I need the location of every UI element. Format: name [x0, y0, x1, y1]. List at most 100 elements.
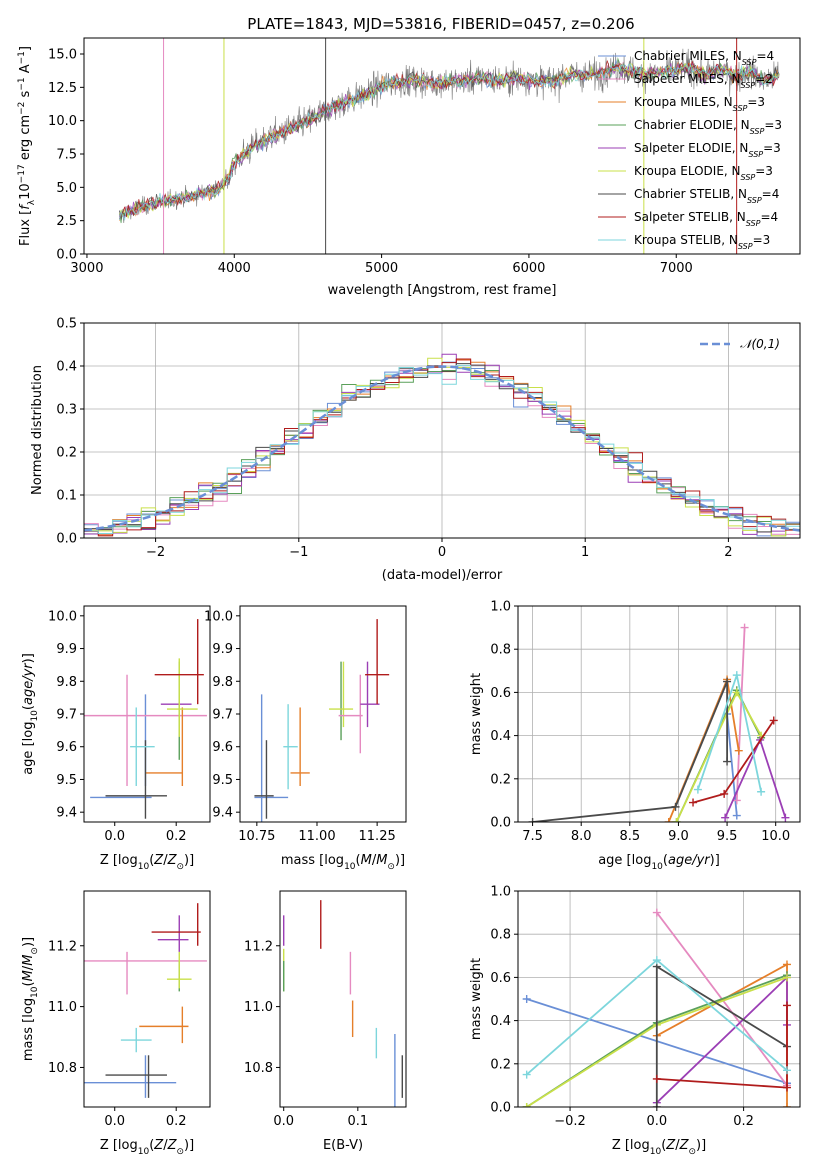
plot-content	[522, 908, 791, 1107]
legend-entry: Salpeter MILES, NSSP=2	[634, 72, 773, 90]
legend-sub: SSP	[748, 150, 763, 159]
label-part: (	[149, 853, 154, 868]
x-tick-label: 9.5	[717, 829, 738, 844]
legend-entry: Salpeter ELODIE, NSSP=3	[634, 141, 781, 159]
legend-entry: Kroupa MILES, NSSP=3	[634, 95, 765, 113]
label-part: )]	[184, 1138, 194, 1153]
x-tick-label: 4000	[218, 261, 251, 276]
label-part: Z	[167, 1138, 178, 1153]
x-tick-label: 0.0	[646, 1114, 667, 1129]
axes-frame	[83, 605, 211, 823]
label-part: M	[21, 955, 36, 966]
x-tick-label: −1	[289, 545, 308, 560]
x-axis-label: mass [log10(M/M⊙)]	[281, 853, 405, 872]
y-tick-label: 12.5	[48, 81, 77, 96]
label-part: 10	[650, 1147, 662, 1157]
weight-point-marker	[732, 671, 741, 680]
label-part: 10	[138, 1147, 150, 1157]
label-part: mass weight	[469, 958, 484, 1040]
legend-text: =3	[763, 141, 781, 155]
label-part: ⊙	[30, 947, 40, 955]
weight-point-marker	[782, 1083, 791, 1092]
y-tick-label: 0.2	[490, 772, 511, 787]
y-tick-label: 9.5	[56, 773, 77, 788]
legend-text: =3	[764, 118, 782, 132]
y-tick-label: 0.0	[490, 1101, 511, 1116]
label-part: ⊙	[176, 1147, 184, 1157]
legend-text: Kroupa MILES, N	[634, 95, 733, 109]
label-part: Z	[665, 1138, 676, 1153]
x-tick-label: 7000	[660, 261, 693, 276]
weight-point-marker	[672, 818, 681, 822]
x-tick-label: 0.1	[347, 1114, 368, 1129]
weight-point-marker	[689, 798, 698, 807]
x-tick-label: 0.2	[733, 1114, 754, 1129]
y-tick-label: 0.0	[490, 816, 511, 831]
y-tick-label: 11.2	[48, 939, 77, 954]
y-tick-label: 0.4	[490, 1014, 511, 1029]
label-part: Z [log	[100, 1138, 138, 1153]
axes-mass_vs_Z: 0.0 0.2 10.8 11.0 11.2	[48, 890, 211, 1129]
plot-content	[84, 619, 207, 819]
x-axis-label: (data-model)/error	[382, 568, 503, 583]
legend-sub: SSP	[746, 219, 761, 228]
legend-sub: SSP	[742, 58, 757, 67]
y-tick-label: 0.4	[56, 360, 77, 375]
legend-entry: Chabrier STELIB, NSSP=4	[634, 187, 779, 205]
legend-text: Kroupa ELODIE, N	[634, 164, 741, 178]
axes-weight_vs_Z: −0.2 0.0 0.2 0.0 0.2 0.4 0.6 0.8 1.0	[490, 885, 801, 1129]
axes-age_vs_Z: 0.0 0.2 9.4 9.5 9.6 9.7 9.8 9.9 10.0	[48, 605, 211, 844]
y-tick-label: 1.0	[490, 600, 511, 615]
label-part: )]	[21, 653, 36, 663]
label-part: age/yr	[668, 853, 711, 868]
label-part: Z	[167, 853, 178, 868]
x-tick-label: 2	[724, 545, 732, 560]
weight-point-marker	[652, 1074, 661, 1083]
y-tick-label: 9.4	[212, 806, 233, 821]
label-part: ⊙	[688, 1147, 696, 1157]
y-axis-label: Flux [fλ10−17 erg cm−2 s−1 A−1]	[17, 46, 37, 246]
x-tick-label: 8.5	[619, 829, 640, 844]
label-part: M	[361, 853, 372, 868]
label-part: /	[163, 1138, 168, 1153]
y-tick-label: 10.0	[48, 609, 77, 624]
plot-content	[84, 903, 207, 1098]
label-part: /	[163, 853, 168, 868]
label-part: Normed distribution	[30, 365, 45, 495]
weight-point-marker	[782, 1103, 791, 1107]
label-part: age [log	[598, 853, 651, 868]
label-part: s	[18, 90, 33, 101]
label-part: (data-model)/error	[382, 568, 503, 583]
y-tick-label: 9.7	[212, 708, 233, 723]
y-tick-label: 11.0	[48, 1000, 77, 1015]
x-tick-label: 0	[438, 545, 446, 560]
plot-content	[528, 623, 790, 822]
legend-text: =4	[756, 49, 774, 63]
y-axis-label: mass weight	[469, 673, 484, 755]
weight-point-marker	[782, 960, 791, 969]
weight-point-marker	[723, 757, 732, 766]
y-tick-label: 9.9	[212, 642, 233, 657]
y-tick-label: 10.8	[244, 1061, 273, 1076]
y-tick-label: 0.0	[56, 248, 77, 263]
label-part: Z [log	[612, 1138, 650, 1153]
axes-frame	[279, 890, 407, 1108]
x-tick-label: 10.75	[238, 829, 275, 844]
label-part: )]	[21, 937, 36, 947]
weight-point-marker	[664, 818, 673, 822]
plot-content	[119, 38, 780, 254]
weight-point-marker	[522, 1070, 531, 1079]
axes-frame	[517, 890, 801, 1108]
label-part: 10	[138, 862, 150, 872]
label-part: /	[372, 853, 377, 868]
y-tick-label: 9.8	[56, 675, 77, 690]
legend-entry: 𝒩(0,1)	[740, 337, 780, 351]
label-part: 10	[30, 986, 40, 998]
model-spectrum	[119, 63, 780, 220]
weight-point-marker	[734, 746, 743, 755]
y-axis-label: mass weight	[469, 958, 484, 1040]
legend-entry: Kroupa ELODIE, NSSP=3	[634, 164, 773, 182]
plots-layer: 3000 4000 5000 6000 70000.02.55.07.510.012.5…	[17, 37, 801, 1157]
